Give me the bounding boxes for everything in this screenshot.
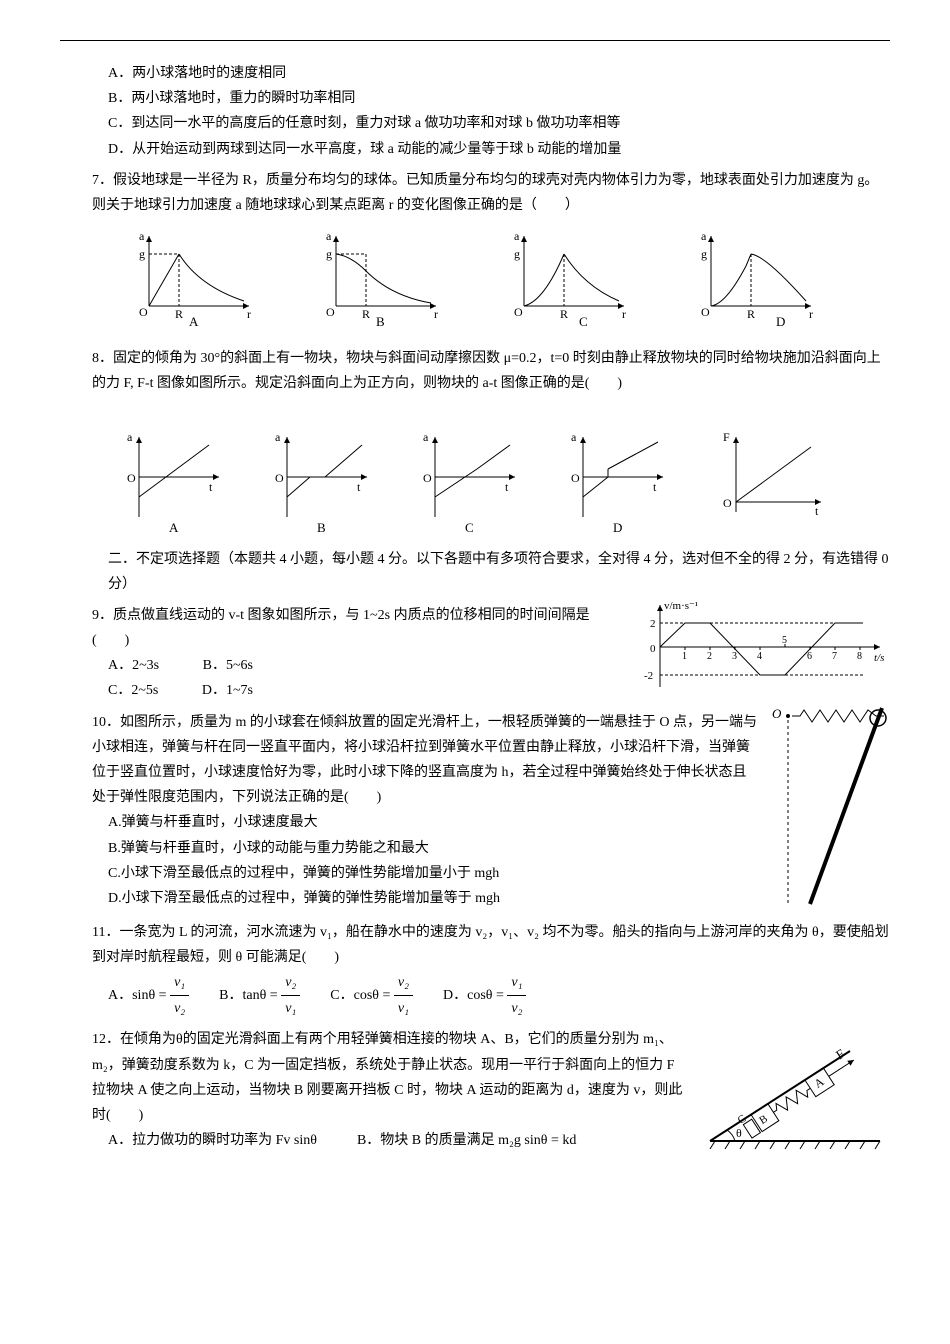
svg-text:O: O	[127, 471, 136, 485]
q12-opt-a: A．拉力做功的瞬时功率为 Fv sinθ	[108, 1128, 317, 1153]
svg-text:t: t	[505, 480, 509, 494]
q6-opt-c: C．到达同一水平的高度后的任意时刻，重力对球 a 做功功率和对球 b 做功功率相…	[108, 111, 890, 136]
svg-text:0: 0	[650, 643, 656, 655]
q9-vt-graph: v/m·s⁻¹ t/s 0 2 -2 1 2 3 4 5 6 7 8	[630, 597, 890, 697]
q11-opt-d: D．cosθ = v₁v₂	[443, 970, 526, 1021]
q9-opt-c: C．2~5s	[108, 678, 158, 703]
svg-text:B: B	[757, 1113, 770, 1127]
svg-text:t: t	[653, 480, 657, 494]
q12-options: A．拉力做功的瞬时功率为 Fv sinθ B．物块 B 的质量满足 m₂g si…	[108, 1128, 690, 1153]
svg-text:A: A	[812, 1075, 827, 1092]
svg-text:a: a	[139, 229, 145, 243]
q9-opt-d: D．1~7s	[202, 678, 253, 703]
svg-text:4: 4	[757, 651, 762, 662]
svg-text:A: A	[169, 520, 179, 535]
q12-figure: θ C B A F	[700, 1021, 890, 1161]
svg-text:R: R	[362, 307, 370, 321]
svg-text:r: r	[434, 307, 438, 321]
svg-text:r: r	[622, 307, 626, 321]
svg-text:1: 1	[682, 651, 687, 662]
svg-text:O: O	[514, 305, 523, 319]
svg-text:C: C	[465, 520, 474, 535]
svg-text:g: g	[514, 247, 520, 261]
svg-text:θ: θ	[736, 1126, 742, 1140]
q7-stem: 7．假设地球是一半径为 R，质量分布均匀的球体。已知质量分布均匀的球壳对壳内物体…	[92, 168, 890, 218]
svg-text:O: O	[423, 471, 432, 485]
svg-text:O: O	[571, 471, 580, 485]
q7-graphs: a r g O R A a r g O R B a r g O R	[100, 226, 850, 326]
q11-options: A．sinθ = v₁v₂ B．tanθ = v₂v₁ C．cosθ = v₂v…	[108, 970, 890, 1021]
svg-text:D: D	[776, 314, 785, 326]
svg-text:O: O	[139, 305, 148, 319]
svg-text:g: g	[701, 247, 707, 261]
q8-graph-c: a t O C	[415, 427, 525, 537]
svg-text:6: 6	[807, 651, 812, 662]
svg-text:v/m·s⁻¹: v/m·s⁻¹	[664, 600, 698, 612]
svg-text:R: R	[560, 307, 568, 321]
svg-text:g: g	[326, 247, 332, 261]
svg-text:O: O	[772, 706, 782, 721]
svg-text:R: R	[175, 307, 183, 321]
q11-opt-a: A．sinθ = v₁v₂	[108, 970, 189, 1021]
svg-text:t: t	[815, 504, 819, 518]
svg-text:a: a	[423, 430, 429, 444]
svg-text:a: a	[326, 229, 332, 243]
svg-text:C: C	[736, 1113, 749, 1127]
svg-text:O: O	[326, 305, 335, 319]
svg-text:B: B	[376, 314, 385, 326]
svg-text:r: r	[809, 307, 813, 321]
svg-text:O: O	[723, 496, 732, 510]
svg-text:a: a	[127, 430, 133, 444]
svg-text:B: B	[317, 520, 326, 535]
svg-text:8: 8	[857, 651, 862, 662]
q10-stem: 10．如图所示，质量为 m 的小球套在倾斜放置的固定光滑杆上，一根轻质弹簧的一端…	[92, 710, 760, 811]
svg-text:R: R	[747, 307, 755, 321]
q7-graph-a: a r g O R A	[129, 226, 259, 326]
q7-graph-d: a r g O R D	[691, 226, 821, 326]
svg-text:-2: -2	[644, 670, 653, 682]
svg-text:7: 7	[832, 651, 837, 662]
q8-ft-graph: F t O	[711, 427, 831, 537]
q9-opt-b: B．5~6s	[203, 653, 253, 678]
svg-text:O: O	[275, 471, 284, 485]
svg-text:F: F	[723, 430, 730, 444]
svg-text:2: 2	[650, 618, 656, 630]
q11-opt-c: C．cosθ = v₂v₁	[330, 970, 413, 1021]
svg-text:g: g	[139, 247, 145, 261]
svg-text:2: 2	[707, 651, 712, 662]
q11-stem: 11．一条宽为 L 的河流，河水流速为 v₁，船在静水中的速度为 v₂，v₁、v…	[92, 920, 890, 970]
q7-graph-c: a r g O R C	[504, 226, 634, 326]
svg-text:a: a	[275, 430, 281, 444]
svg-text:t/s: t/s	[874, 652, 884, 664]
svg-text:a: a	[514, 229, 520, 243]
q8-graph-d: a t O D	[563, 427, 673, 537]
svg-text:O: O	[701, 305, 710, 319]
svg-text:t: t	[209, 480, 213, 494]
q6-opt-d: D．从开始运动到两球到达同一水平高度，球 a 动能的减少量等于球 b 动能的增加…	[108, 137, 890, 162]
svg-text:a: a	[701, 229, 707, 243]
q7-graph-b: a r g O R B	[316, 226, 446, 326]
q8-stem: 8．固定的倾角为 30°的斜面上有一物块，物块与斜面间动摩擦因数 μ=0.2，t…	[92, 346, 890, 396]
svg-text:C: C	[579, 314, 588, 326]
svg-text:D: D	[613, 520, 622, 535]
q8-graphs: a t O A a t O B a t O C a	[100, 427, 850, 537]
svg-text:A: A	[189, 314, 199, 326]
page-top-rule	[60, 40, 890, 41]
q10-figure: O	[770, 704, 890, 914]
q12-stem: 12．在倾角为θ的固定光滑斜面上有两个用轻弹簧相连接的物块 A、B，它们的质量分…	[92, 1027, 700, 1128]
svg-text:t: t	[357, 480, 361, 494]
q8-graph-a: a t O A	[119, 427, 229, 537]
q12-opt-b: B．物块 B 的质量满足 m₂g sinθ = kd	[357, 1128, 576, 1153]
q6-opt-b: B．两小球落地时，重力的瞬时功率相同	[108, 86, 890, 111]
q9-opt-a: A．2~3s	[108, 653, 159, 678]
svg-text:r: r	[247, 307, 251, 321]
q6-options: A．两小球落地时的速度相同 B．两小球落地时，重力的瞬时功率相同 C．到达同一水…	[108, 61, 890, 162]
svg-text:a: a	[571, 430, 577, 444]
q11-opt-b: B．tanθ = v₂v₁	[219, 970, 300, 1021]
section-2-head: 二．不定项选择题（本题共 4 小题，每小题 4 分。以下各题中有多项符合要求，全…	[108, 547, 890, 597]
svg-text:3: 3	[732, 651, 737, 662]
q6-opt-a: A．两小球落地时的速度相同	[108, 61, 890, 86]
q8-graph-b: a t O B	[267, 427, 377, 537]
